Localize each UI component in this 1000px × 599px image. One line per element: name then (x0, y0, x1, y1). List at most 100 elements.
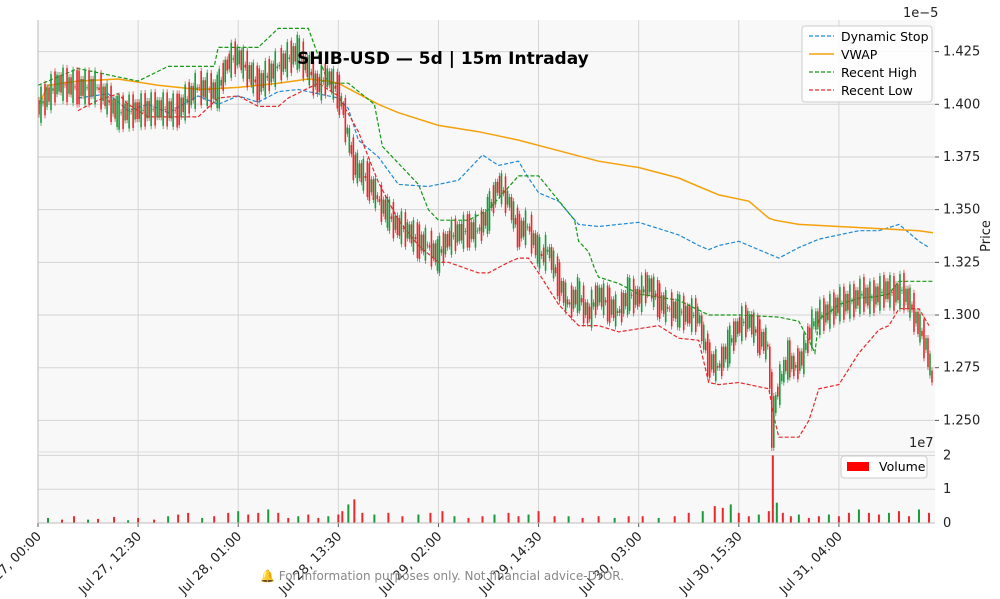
candle-body (434, 243, 437, 263)
volume-bar (767, 511, 770, 523)
candle-body (596, 285, 599, 307)
candle-body (710, 354, 713, 370)
candle-body (769, 346, 771, 389)
candle-body (124, 103, 126, 121)
candle-body (903, 272, 905, 311)
candle-body (554, 267, 557, 274)
candle-body (532, 233, 535, 246)
candle-body (312, 58, 315, 96)
candle-body (546, 249, 549, 252)
candle-body (797, 348, 799, 380)
volume-bar (327, 516, 330, 523)
candle-body (801, 351, 803, 366)
price-series (37, 27, 934, 451)
volume-bar (847, 512, 850, 523)
candle-body (917, 311, 919, 334)
candle-body (48, 87, 50, 102)
volume-bar (927, 512, 930, 523)
candle-body (698, 315, 701, 324)
candle-body (220, 79, 223, 86)
candle-body (825, 304, 827, 323)
candle-body (548, 247, 551, 259)
candle-body (702, 324, 705, 350)
volume-bar (729, 504, 732, 523)
candle-body (514, 218, 517, 225)
candle-body (64, 84, 66, 86)
candle-body (600, 287, 603, 307)
x-tick-label: Jul 30, 03:00 (576, 529, 645, 598)
candle-body (450, 219, 453, 255)
candle-body (236, 47, 239, 66)
candle-body (821, 315, 823, 317)
y-tick-label: 1.425 (943, 45, 980, 60)
candle-body (518, 213, 521, 247)
candle-body (398, 218, 401, 236)
candle-body (342, 104, 345, 115)
candle-body (304, 56, 307, 71)
volume-bar (307, 514, 310, 523)
candle-body (74, 86, 76, 88)
candle-body (226, 59, 229, 71)
candle-body (791, 355, 793, 370)
candle-body (883, 274, 885, 308)
candle-body (744, 304, 747, 338)
volume-bar (417, 514, 420, 523)
candle-body (222, 62, 225, 91)
candle-body (837, 297, 839, 313)
candle-body (777, 386, 779, 397)
candle-body (765, 327, 767, 360)
candle-body (424, 227, 427, 261)
candle-body (54, 71, 56, 103)
candle-body (292, 46, 295, 65)
candle-body (763, 331, 765, 351)
candle-body (492, 185, 495, 214)
candle-body (771, 371, 773, 448)
price-offset-label: 1e−5 (903, 6, 938, 21)
x-tick-label: Jul 27, 12:30 (76, 529, 145, 598)
candle-body (70, 77, 72, 95)
candle-body (474, 213, 477, 248)
legend-swatch-volume (847, 462, 869, 471)
candle-body (444, 234, 447, 255)
candle-body (638, 289, 641, 304)
candle-body (108, 100, 110, 103)
candle-body (414, 237, 417, 240)
volume-bar (61, 519, 64, 523)
candle-body (264, 60, 267, 97)
candle-body (720, 346, 723, 377)
candle-body (644, 272, 647, 304)
candle-body (286, 42, 289, 78)
candle-body (78, 70, 80, 105)
candle-body (238, 50, 241, 65)
candle-body (516, 207, 519, 248)
candle-body (817, 311, 819, 327)
candle-body (608, 287, 611, 324)
candle-body (158, 100, 160, 117)
candle-body (198, 87, 200, 89)
candle-body (118, 95, 120, 130)
candle-body (114, 99, 116, 119)
volume-bar (613, 517, 616, 523)
volume-bar (73, 516, 76, 523)
candle-body (364, 175, 367, 179)
candle-body (390, 216, 393, 219)
candle-body (410, 224, 413, 244)
y-tick-label: 1.400 (943, 97, 980, 112)
volume-bar (227, 512, 230, 523)
candle-body (622, 293, 625, 314)
volume-bar (657, 517, 660, 523)
candle-body (104, 86, 106, 106)
candle-body (266, 75, 269, 78)
candle-body (136, 102, 138, 120)
candle-body (686, 305, 689, 324)
volume-bar (857, 509, 860, 523)
candle-body (388, 199, 391, 231)
candle-body (835, 297, 837, 317)
candle-body (256, 65, 259, 103)
candle-body (921, 330, 923, 337)
candle-body (58, 75, 60, 92)
candle-body (392, 202, 395, 239)
volume-bar (341, 511, 344, 523)
candle-body (60, 75, 62, 93)
candle-body (250, 65, 253, 85)
